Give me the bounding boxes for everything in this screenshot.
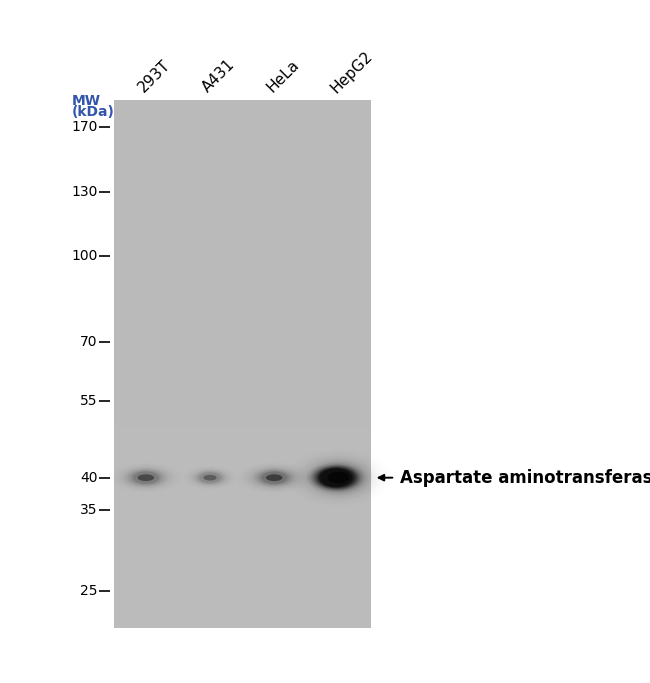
Text: 170: 170 (71, 120, 97, 135)
Ellipse shape (328, 472, 349, 484)
Text: 293T: 293T (135, 58, 173, 96)
Ellipse shape (315, 467, 356, 488)
Ellipse shape (317, 465, 359, 490)
Ellipse shape (309, 465, 362, 490)
Ellipse shape (200, 473, 220, 483)
Ellipse shape (315, 464, 361, 491)
Text: 40: 40 (80, 471, 98, 485)
Text: 35: 35 (80, 503, 98, 517)
Text: HeLa: HeLa (264, 57, 302, 96)
Ellipse shape (261, 471, 287, 484)
Text: 130: 130 (71, 185, 97, 199)
Ellipse shape (203, 475, 216, 481)
Ellipse shape (311, 466, 360, 490)
Ellipse shape (258, 470, 291, 485)
Text: 70: 70 (80, 335, 98, 349)
Text: 100: 100 (71, 249, 97, 263)
Ellipse shape (313, 463, 364, 492)
Ellipse shape (130, 470, 162, 485)
Text: 55: 55 (80, 393, 98, 408)
Ellipse shape (260, 471, 289, 484)
Ellipse shape (317, 468, 354, 488)
Text: 25: 25 (80, 585, 98, 598)
Text: HepG2: HepG2 (328, 48, 375, 96)
Ellipse shape (133, 471, 159, 484)
Ellipse shape (131, 471, 161, 484)
Ellipse shape (320, 466, 358, 489)
Ellipse shape (319, 469, 352, 487)
Text: MW: MW (72, 94, 101, 109)
Ellipse shape (138, 474, 154, 481)
Ellipse shape (198, 472, 222, 484)
Text: (kDa): (kDa) (72, 105, 114, 120)
Ellipse shape (313, 466, 358, 489)
Ellipse shape (266, 474, 283, 481)
Text: Aspartate aminotransferase: Aspartate aminotransferase (400, 469, 650, 487)
Text: A431: A431 (200, 57, 238, 96)
Ellipse shape (322, 467, 355, 488)
Ellipse shape (256, 470, 292, 486)
